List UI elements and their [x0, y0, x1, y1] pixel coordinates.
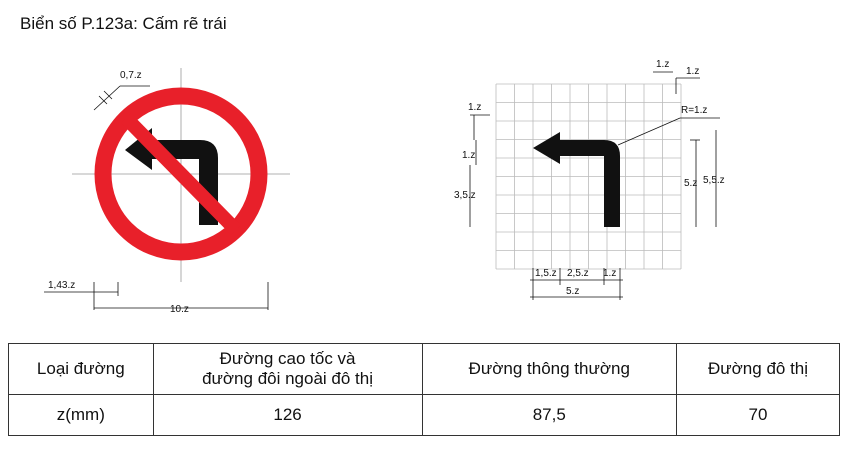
- arrow-detail-shape: [533, 132, 620, 227]
- value-cell: 70: [676, 394, 840, 436]
- border-dimension: 0,7.z: [93, 70, 150, 111]
- technical-drawing: 0,7.z 1,43.z 10.z R=1.z 1.z 1.z 1.z: [44, 59, 725, 315]
- prohibition-ring: [94, 87, 268, 261]
- dim-offset-label: 1,43.z: [48, 280, 75, 291]
- dim-radius-label: R=1.z: [681, 105, 707, 116]
- dim-grid-right-label: 1.z: [686, 66, 699, 77]
- table-row: z(mm) 126 87,5 70: [8, 394, 840, 436]
- header-cell: Đường đô thị: [676, 343, 840, 395]
- value-cell: 87,5: [421, 394, 678, 436]
- spec-table: Loại đường Đường cao tốc và đường đôi ng…: [8, 343, 840, 436]
- value-cell: 126: [152, 394, 423, 436]
- left-turn-arrow-icon: [125, 128, 218, 225]
- dim-left-head-label: 1.z: [462, 150, 475, 161]
- table-header-row: Loại đường Đường cao tốc và đường đôi ng…: [8, 343, 840, 395]
- dim-bottom-c-label: 1.z: [603, 268, 616, 279]
- bottom-dimensions: 1,43.z 10.z: [44, 280, 269, 315]
- dim-left-height-label: 3,5.z: [454, 190, 476, 201]
- dim-grid-top-label: 1.z: [656, 59, 669, 70]
- dim-right-outer-label: 5,5.z: [703, 175, 725, 186]
- dim-right-inner-label: 5.z: [684, 178, 697, 189]
- sign-figure: 0,7.z 1,43.z 10.z: [44, 68, 290, 315]
- dim-bottom-a-label: 1,5.z: [535, 268, 557, 279]
- prohibition-bar: [121, 113, 241, 235]
- dim-diameter-label: 10.z: [170, 304, 189, 315]
- grid: [495, 83, 682, 270]
- dim-left-top-label: 1.z: [468, 102, 481, 113]
- page-title: Biển số P.123a: Cấm rẽ trái: [20, 14, 227, 33]
- dim-bottom-b-label: 2,5.z: [567, 268, 589, 279]
- value-cell: z(mm): [8, 394, 154, 436]
- header-cell: Đường thông thường: [421, 343, 678, 395]
- dim-border-label: 0,7.z: [120, 70, 142, 81]
- dim-bottom-total-label: 5.z: [566, 286, 579, 297]
- header-cell: Đường cao tốc và đường đôi ngoài đô thị: [152, 343, 423, 395]
- header-cell: Loại đường: [8, 343, 154, 395]
- arrow-detail-figure: R=1.z 1.z 1.z 1.z 1.z 3,5.z 5.z 5,5.z 1,…: [454, 59, 725, 300]
